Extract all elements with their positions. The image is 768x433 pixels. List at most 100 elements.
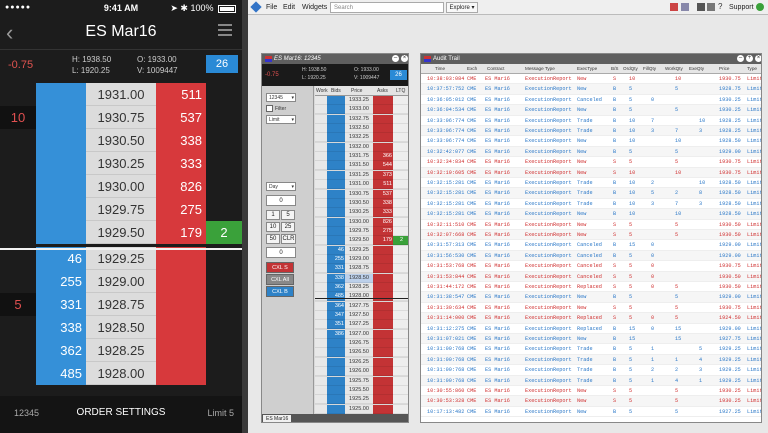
filter-checkbox[interactable]: Filter [266, 105, 286, 112]
table-row[interactable]: 10:31:38:547 CME ES Mar16 ExecutionReport Ne… [421, 292, 761, 303]
order-qty-button[interactable]: 26 [390, 70, 407, 80]
minimize-icon[interactable]: – [737, 55, 744, 62]
ask-cell[interactable] [373, 245, 393, 255]
table-row[interactable]: 10:31:00:768 CME ES Mar16 ExecutionReport Tr… [421, 354, 761, 366]
col-exch[interactable]: Exch [467, 66, 478, 71]
back-icon[interactable]: ‹ [6, 20, 14, 45]
ask-cell[interactable] [373, 320, 393, 330]
window-tab[interactable]: ES Mar16 [263, 415, 292, 422]
working-orders-cell[interactable] [315, 385, 327, 395]
col-time[interactable]: Time [435, 66, 446, 71]
table-row[interactable]: 10:31:30:634 CME ES Mar16 ExecutionReport Ne… [421, 303, 761, 314]
clear-button[interactable]: CLR [281, 234, 296, 244]
minimize-icon[interactable]: – [392, 55, 399, 62]
working-orders-cell[interactable] [315, 320, 327, 330]
ask-cell[interactable] [373, 339, 393, 349]
ask-cell[interactable]: 179 [156, 221, 206, 244]
working-orders-cell[interactable] [0, 316, 36, 339]
alert-icon[interactable] [670, 3, 678, 11]
working-orders-cell[interactable] [0, 152, 36, 175]
bid-cell[interactable] [327, 376, 345, 386]
close-icon[interactable]: × [755, 55, 761, 62]
ask-cell[interactable] [156, 293, 206, 316]
table-row[interactable]: 10:31:00:768 CME ES Mar16 ExecutionReport Tr… [421, 375, 761, 386]
ask-cell[interactable]: 537 [373, 189, 393, 199]
bid-cell[interactable] [327, 236, 345, 246]
menu-edit[interactable]: Edit [283, 4, 296, 11]
ask-cell[interactable]: 826 [373, 217, 393, 227]
bid-cell[interactable]: 362 [327, 283, 345, 292]
table-row[interactable]: 10:36:04:534 CME ES Mar16 ExecutionReport Ne… [421, 105, 761, 116]
table-row[interactable]: 10:36:05:012 CME ES Mar16 ExecutionReport Ca… [421, 95, 761, 106]
bid-cell[interactable] [36, 175, 86, 198]
bid-cell[interactable]: 331 [327, 264, 345, 274]
table-row[interactable]: 10:32:15:281 CME ES Mar16 ExecutionReport Tr… [421, 188, 761, 199]
working-orders-cell[interactable] [315, 348, 327, 358]
support-link[interactable]: Support [729, 4, 754, 11]
bid-cell[interactable] [36, 129, 86, 152]
bid-cell[interactable] [327, 357, 345, 367]
col-exectype[interactable]: ExecType [577, 66, 598, 71]
working-orders-cell[interactable] [0, 198, 36, 221]
ask-cell[interactable] [373, 311, 393, 321]
search-input[interactable]: Search [330, 2, 444, 13]
ask-cell[interactable] [373, 385, 393, 395]
working-orders-cell[interactable] [0, 129, 36, 152]
ask-cell[interactable]: 275 [156, 198, 206, 221]
ask-cell[interactable]: 333 [156, 152, 206, 175]
working-orders-cell[interactable] [0, 270, 36, 293]
qty-5-button[interactable]: 5 [281, 210, 295, 220]
working-orders-cell[interactable] [315, 292, 327, 302]
table-row[interactable]: 10:32:42:077 CME ES Mar16 ExecutionReport Ne… [421, 146, 761, 158]
ask-cell[interactable]: 179 [373, 236, 393, 246]
table-row[interactable]: 10:31:53:768 CME ES Mar16 ExecutionReport Ca… [421, 261, 761, 272]
save-icon[interactable] [697, 3, 705, 11]
table-row[interactable]: 10:31:00:768 CME ES Mar16 ExecutionReport Tr… [421, 365, 761, 376]
bid-cell[interactable] [327, 395, 345, 405]
bid-cell[interactable]: 485 [36, 362, 86, 385]
working-orders-cell[interactable] [315, 254, 327, 264]
table-row[interactable]: 10:32:34:834 CME ES Mar16 ExecutionReport Ne… [421, 157, 761, 168]
bid-cell[interactable] [327, 226, 345, 236]
working-orders-cell[interactable] [315, 283, 327, 292]
table-row[interactable]: 10:31:53:844 CME ES Mar16 ExecutionReport Ca… [421, 271, 761, 282]
ask-cell[interactable]: 537 [156, 106, 206, 129]
bid-cell[interactable]: 255 [36, 270, 86, 293]
working-orders-cell[interactable] [315, 96, 327, 105]
ask-cell[interactable]: 544 [373, 161, 393, 171]
working-orders-cell[interactable] [0, 362, 36, 385]
bid-cell[interactable] [327, 348, 345, 358]
ask-cell[interactable] [373, 124, 393, 134]
working-orders-cell[interactable] [0, 221, 36, 244]
settings-sliders-icon[interactable] [218, 24, 232, 40]
bid-cell[interactable] [327, 152, 345, 162]
order-type-label[interactable]: Limit 5 [207, 408, 234, 418]
ask-cell[interactable]: 511 [373, 180, 393, 190]
bid-cell[interactable]: 46 [36, 247, 86, 270]
qty2-input[interactable]: 0 [266, 247, 296, 258]
working-orders-cell[interactable] [315, 311, 327, 321]
explore-dropdown[interactable]: Explore ▾ [446, 2, 478, 13]
working-orders-cell[interactable] [315, 301, 327, 311]
menu-file[interactable]: File [266, 4, 278, 11]
working-orders-cell[interactable] [315, 264, 327, 274]
working-orders-cell[interactable] [0, 175, 36, 198]
working-orders-cell[interactable] [315, 376, 327, 386]
working-orders-cell[interactable] [0, 83, 36, 106]
bid-cell[interactable]: 362 [36, 339, 86, 362]
bid-cell[interactable] [327, 208, 345, 218]
working-orders-cell[interactable]: 5 [0, 293, 36, 316]
audit-titlebar[interactable]: Audit Trail – + × [421, 54, 761, 64]
working-orders-cell[interactable] [315, 208, 327, 218]
table-row[interactable]: 10:32:19:605 CME ES Mar16 ExecutionReport Ne… [421, 167, 761, 178]
col-ordqty[interactable]: OrdQty [623, 66, 638, 71]
bid-cell[interactable]: 485 [327, 292, 345, 302]
bid-cell[interactable]: 347 [327, 311, 345, 321]
bid-cell[interactable] [36, 152, 86, 175]
col-fillqty[interactable]: FillQty [643, 66, 657, 71]
ask-cell[interactable] [373, 254, 393, 264]
order-type-select[interactable]: Limit [266, 115, 296, 124]
ask-cell[interactable] [373, 96, 393, 105]
working-orders-cell[interactable] [315, 357, 327, 367]
md-trader-titlebar[interactable]: ES Mar16: 12345 – × [262, 54, 408, 64]
